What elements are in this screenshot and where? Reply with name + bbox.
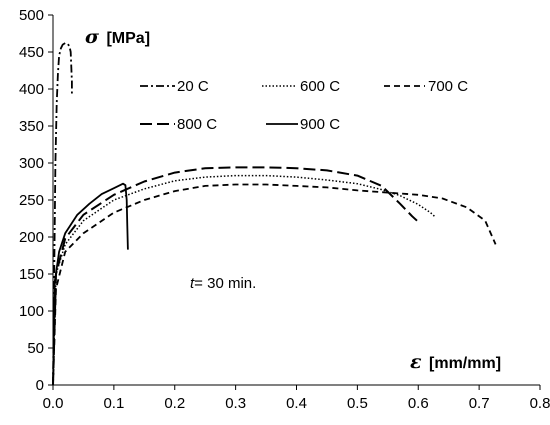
legend-label-600c: 600 C — [300, 78, 340, 95]
x-tick-label: 0.6 — [408, 395, 429, 412]
svg-text:ε [mm/mm]: ε [mm/mm] — [410, 351, 501, 373]
x-tick-label: 0.1 — [103, 395, 124, 412]
x-axis-symbol: ε — [410, 351, 422, 373]
y-tick-label: 450 — [19, 44, 44, 61]
annotation-variable: t — [190, 275, 195, 292]
y-tick-label: 300 — [19, 155, 44, 172]
legend-label-20c: 20 C — [177, 78, 209, 95]
y-axis-unit: [MPa] — [106, 30, 150, 47]
x-tick-label: 0.3 — [225, 395, 246, 412]
series-layer — [52, 42, 497, 386]
y-tick-label: 0 — [36, 377, 44, 394]
x-tick-label: 0.2 — [164, 395, 185, 412]
series-line-700c — [52, 183, 497, 386]
x-tick-label: 0.0 — [43, 395, 64, 412]
legend-label-800c: 800 C — [177, 116, 217, 133]
annotation-value: = 30 min. — [194, 275, 256, 292]
x-axis-title: ε [mm/mm] — [410, 351, 501, 373]
x-tick-label: 0.7 — [469, 395, 490, 412]
y-tick-label: 150 — [19, 266, 44, 283]
legend: 20 C 600 C 700 C 800 C 900 C — [140, 78, 468, 133]
series-line-20c — [52, 42, 73, 386]
y-tick-label: 50 — [27, 340, 44, 357]
svg-text:t= 30 min.: t= 30 min. — [190, 275, 256, 292]
y-tick-label: 200 — [19, 229, 44, 246]
svg-text:σ [MPa]: σ [MPa] — [85, 26, 150, 48]
y-tick-label: 250 — [19, 192, 44, 209]
y-axis-symbol: σ — [85, 26, 100, 48]
y-ticks: 0 50 100 150 200 250 300 350 400 450 500 — [19, 7, 53, 394]
series-line-800c — [52, 166, 418, 386]
series-line-900c — [52, 182, 129, 386]
x-tick-label: 0.8 — [530, 395, 550, 412]
x-ticks: 0.0 0.1 0.2 0.3 0.4 0.5 0.6 0.7 0.8 — [43, 385, 550, 412]
annotation: t= 30 min. — [190, 275, 256, 292]
y-tick-label: 100 — [19, 303, 44, 320]
legend-label-700c: 700 C — [428, 78, 468, 95]
y-tick-label: 350 — [19, 118, 44, 135]
x-tick-label: 0.4 — [286, 395, 307, 412]
x-tick-label: 0.5 — [347, 395, 368, 412]
y-tick-label: 400 — [19, 81, 44, 98]
x-axis-unit: [mm/mm] — [429, 355, 501, 372]
y-axis-title: σ [MPa] — [85, 26, 150, 48]
y-tick-label: 500 — [19, 7, 44, 24]
legend-label-900c: 900 C — [300, 116, 340, 133]
